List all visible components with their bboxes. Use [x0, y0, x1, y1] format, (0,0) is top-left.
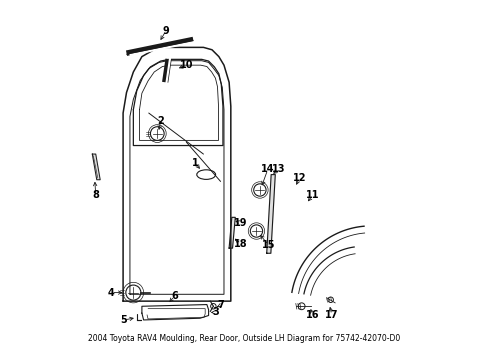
Text: 16: 16: [305, 310, 319, 320]
Text: 2004 Toyota RAV4 Moulding, Rear Door, Outside LH Diagram for 75742-42070-D0: 2004 Toyota RAV4 Moulding, Rear Door, Ou…: [88, 334, 400, 343]
Polygon shape: [229, 217, 235, 248]
Text: 12: 12: [292, 173, 305, 183]
Text: 15: 15: [261, 240, 275, 250]
Text: 10: 10: [179, 60, 193, 70]
Text: 11: 11: [305, 190, 319, 200]
Text: 1: 1: [191, 158, 198, 168]
Text: 3: 3: [212, 307, 218, 318]
Text: 8: 8: [92, 190, 99, 200]
Text: 9: 9: [162, 26, 169, 36]
Text: 19: 19: [234, 218, 247, 228]
Text: 7: 7: [217, 300, 224, 310]
Text: 5: 5: [121, 315, 127, 325]
Text: 6: 6: [171, 291, 178, 301]
Text: 2: 2: [157, 116, 164, 126]
Text: 4: 4: [107, 288, 114, 298]
Text: 13: 13: [271, 165, 285, 175]
Text: 14: 14: [261, 165, 274, 175]
Text: 17: 17: [325, 310, 338, 320]
Text: 18: 18: [234, 239, 247, 249]
Polygon shape: [92, 154, 100, 180]
Polygon shape: [266, 175, 275, 253]
